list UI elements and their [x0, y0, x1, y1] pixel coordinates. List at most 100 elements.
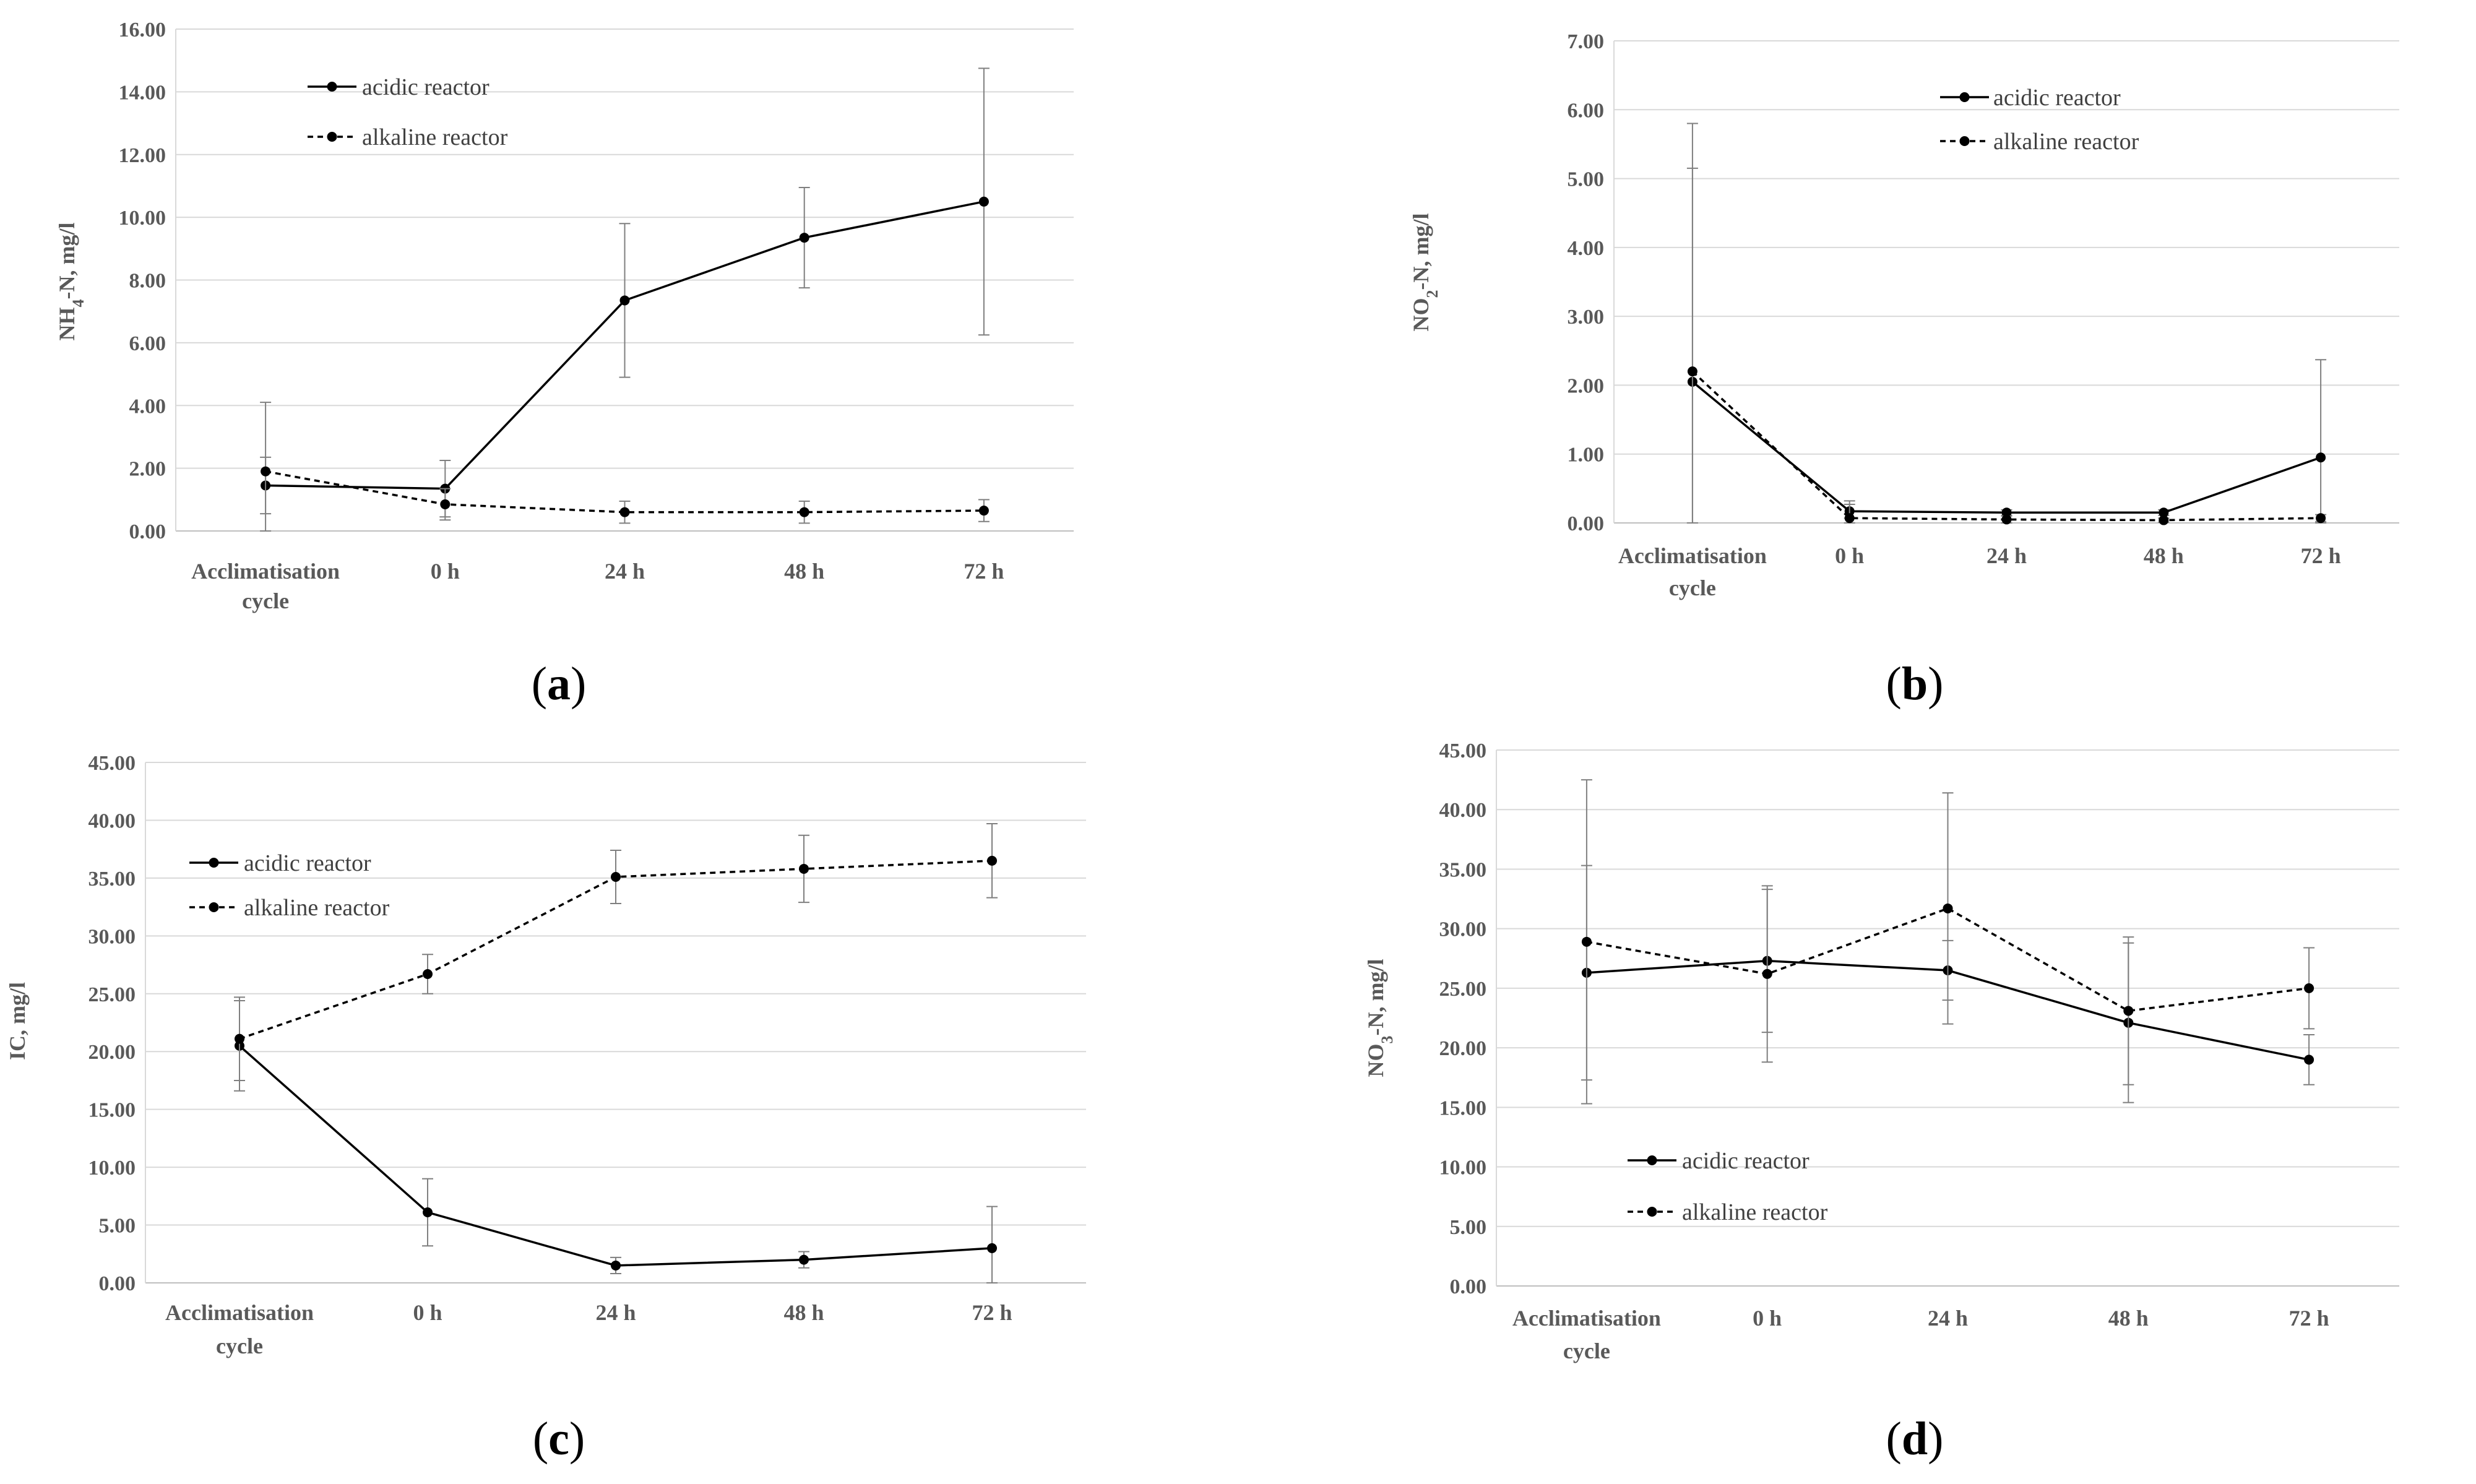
series-alkaline-reactor [1581, 779, 2315, 1105]
x-tick-label: 48 h [2108, 1306, 2149, 1331]
y-axis-label-main: NH [54, 307, 79, 340]
data-point [611, 872, 621, 882]
data-point [2159, 515, 2169, 525]
x-tick-label: Acclimatisation [191, 559, 340, 584]
data-point [2001, 514, 2012, 525]
x-tick-label: 48 h [784, 559, 824, 584]
data-point [1687, 366, 1697, 377]
y-tick-label: 5.00 [1568, 168, 1605, 191]
legend: acidic reactor alkaline reactor [189, 850, 390, 921]
data-point [1581, 936, 1592, 947]
panel-label-letter: d [1902, 1413, 1928, 1465]
series-line [265, 470, 984, 514]
y-tick-label: 12.00 [119, 144, 166, 167]
data-point [2304, 983, 2314, 993]
y-tick-label: 10.00 [119, 207, 166, 230]
y-axis-label-main: NO [1408, 298, 1433, 331]
panel-label-close: ) [569, 1413, 585, 1465]
y-axis-label-sub: 4 [69, 299, 87, 307]
x-tick-label: 48 h [783, 1300, 824, 1325]
y-tick-label: 30.00 [1439, 918, 1487, 941]
legend-marker [209, 858, 219, 868]
data-point [2304, 1055, 2314, 1065]
y-tick-label: 3.00 [1568, 306, 1605, 329]
y-tick-label: 6.00 [129, 332, 166, 355]
x-tick-label: 0 h [431, 559, 460, 584]
data-point [987, 855, 997, 866]
x-tick-label: 24 h [1928, 1306, 1968, 1331]
data-point [1844, 513, 1855, 524]
data-point [2159, 507, 2169, 518]
y-axis-label: NO2-N, mg/l [1408, 214, 1441, 332]
x-tick-label: Acclimatisation [1512, 1306, 1661, 1331]
data-point [440, 499, 451, 509]
y-tick-label: 8.00 [129, 270, 166, 293]
legend-label: acidic reactor [1682, 1148, 1810, 1174]
y-tick-label: 1.00 [1568, 444, 1605, 467]
data-point [261, 466, 271, 477]
data-point [1762, 968, 1772, 979]
y-tick-label: 40.00 [88, 809, 136, 832]
panel-label-close: ) [1928, 658, 1943, 710]
chart-panel-c: 0.00 5.00 10.00 15.00 20.00 25.00 30.00 35.00 40… [5, 752, 1086, 1465]
legend-marker [327, 132, 337, 142]
x-tick-label: 48 h [2144, 543, 2184, 568]
y-axis-label: NH4-N, mg/l [54, 223, 87, 341]
chart-panel-a: 0.00 2.00 4.00 6.00 8.00 10.00 12.00 14.00 16.00… [54, 19, 1074, 710]
y-tick-label: 7.00 [1568, 30, 1605, 53]
y-tick-label: 10.00 [88, 1157, 136, 1180]
y-tick-label: 0.00 [1568, 512, 1605, 535]
x-tick-label: 72 h [2301, 543, 2341, 568]
y-tick-label: 40.00 [1439, 799, 1487, 822]
x-tick-label: 0 h [413, 1300, 442, 1325]
y-tick-label: 20.00 [1439, 1037, 1487, 1060]
series-alkaline-reactor [1686, 123, 2327, 525]
x-tick-label: 24 h [1986, 543, 2027, 568]
panel-label-close: ) [1928, 1413, 1943, 1465]
legend-label: alkaline reactor [1682, 1199, 1828, 1225]
x-tick-label: Acclimatisation [1618, 543, 1767, 568]
data-point [619, 507, 630, 517]
legend-marker [327, 82, 337, 92]
data-point [799, 507, 809, 517]
legend-marker [1647, 1207, 1657, 1217]
x-tick-label: cycle [242, 589, 289, 613]
chart-panel-d: 0.00 5.00 10.00 15.00 20.00 25.00 30.00 35.00 40… [1363, 740, 2399, 1465]
y-axis-label-sub: 3 [1378, 1035, 1396, 1043]
y-axis-label: NO3-N, mg/l [1363, 959, 1396, 1077]
legend: acidic reactor alkaline reactor [1940, 85, 2139, 155]
data-point [1943, 903, 1953, 913]
chart-panel-b: 0.00 1.00 2.00 3.00 4.00 5.00 6.00 7.00 Acclimat… [1408, 30, 2399, 710]
y-tick-label: 25.00 [88, 983, 136, 1006]
data-point [799, 863, 809, 874]
panel-label: (d) [1886, 1413, 1944, 1465]
y-axis-label-rest: -N, mg/l [1408, 214, 1433, 290]
y-axis-label-sub: 2 [1423, 290, 1441, 298]
x-tick-label: 72 h [2289, 1306, 2329, 1331]
series-line [238, 1045, 993, 1267]
panel-label-letter: b [1902, 658, 1928, 710]
legend-label: alkaline reactor [362, 124, 508, 150]
x-tick-label: Acclimatisation [165, 1300, 314, 1325]
data-point [2001, 507, 2012, 518]
data-point [978, 506, 989, 516]
y-tick-label: 45.00 [1439, 740, 1487, 762]
legend-label: acidic reactor [362, 74, 490, 100]
data-point [235, 1033, 244, 1044]
legend-label: alkaline reactor [1993, 129, 2139, 155]
y-tick-label: 5.00 [99, 1215, 136, 1238]
y-tick-label: 10.00 [1439, 1157, 1487, 1180]
y-tick-label: 4.00 [1568, 237, 1605, 260]
y-tick-label: 0.00 [99, 1272, 136, 1295]
x-tick-label: 72 h [972, 1300, 1012, 1325]
panel-label: (a) [532, 658, 587, 710]
y-tick-label: 4.00 [129, 395, 166, 418]
panel-label: (b) [1886, 658, 1944, 710]
panel-label-open: ( [532, 658, 547, 710]
panel-label-open: ( [533, 1413, 548, 1465]
y-tick-label: 0.00 [1450, 1275, 1487, 1298]
series-line [1586, 907, 2310, 1012]
panel-label-close: ) [571, 658, 586, 710]
series-line [1691, 370, 2321, 522]
legend-label: acidic reactor [244, 850, 371, 876]
